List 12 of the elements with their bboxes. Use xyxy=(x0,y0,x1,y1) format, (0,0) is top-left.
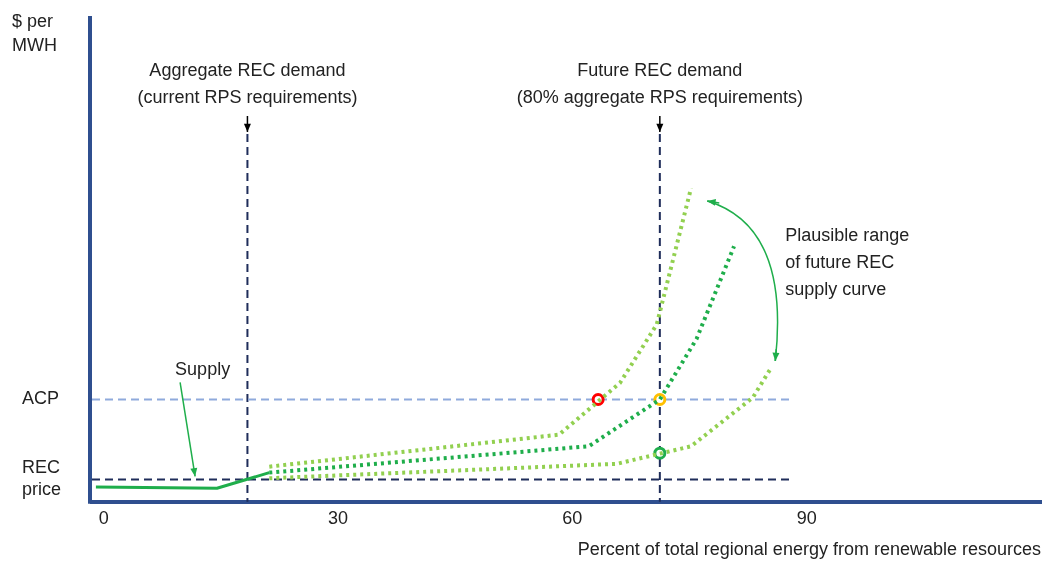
ref-line-label: Future REC demand (80% aggregate RPS requirements) xyxy=(516,59,803,107)
x-tick-label: 0 xyxy=(98,507,109,528)
annotation: Supply xyxy=(175,359,231,380)
x-tick-label: 90 xyxy=(796,507,817,528)
x-tick-label: 30 xyxy=(328,507,349,528)
x-axis-title: Percent of total regional energy from renewable resources xyxy=(577,539,1041,560)
x-tick-label: 60 xyxy=(562,507,583,528)
ref-line-label: Aggregate REC demand (current RPS requirements) xyxy=(137,59,358,107)
ref-line-label: ACP xyxy=(22,388,60,409)
ref-line-label: REC price xyxy=(22,457,62,500)
text: $ per MWH xyxy=(12,10,57,55)
annotation: Plausible range of future REC supply curve xyxy=(785,224,910,299)
